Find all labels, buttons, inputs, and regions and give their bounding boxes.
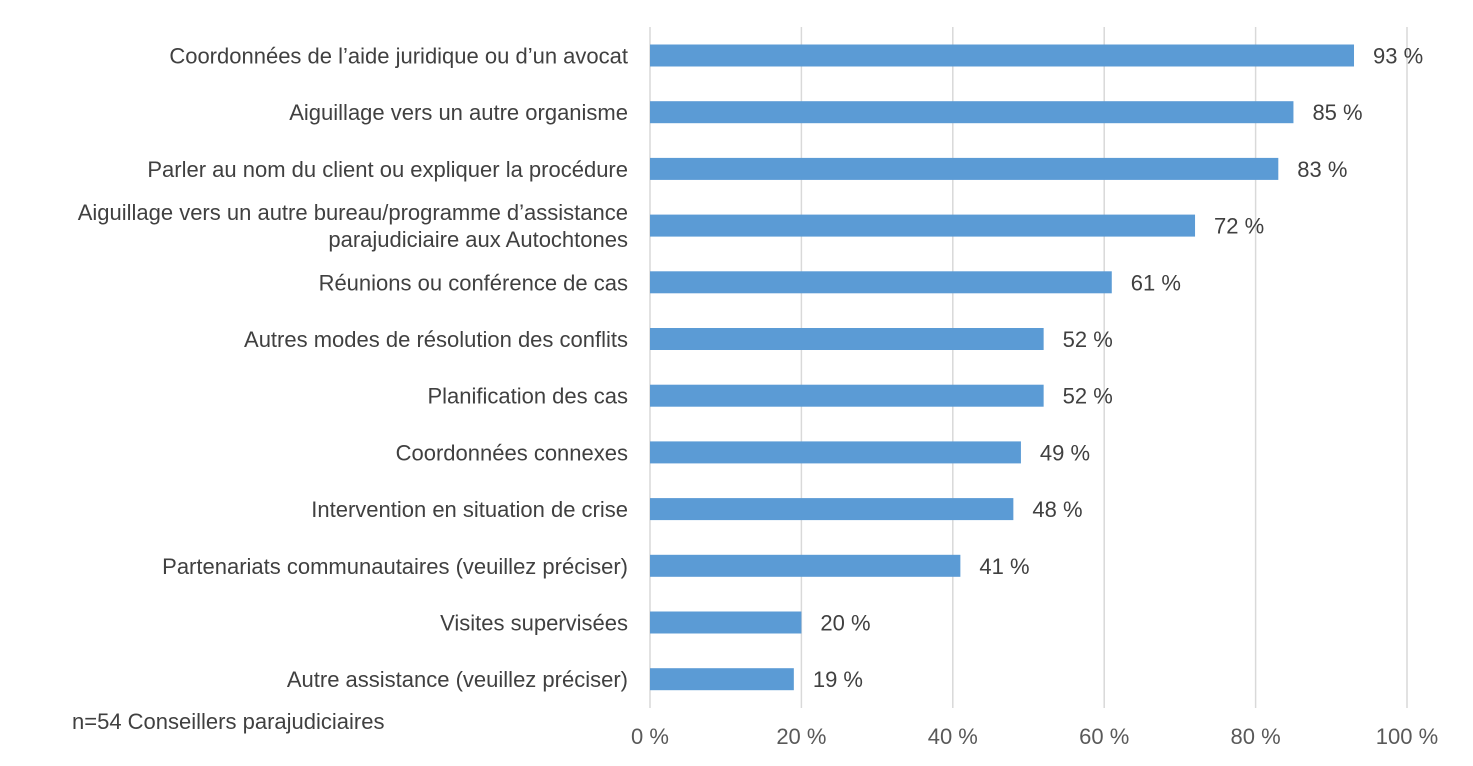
data-label: 83 %: [1297, 157, 1347, 182]
category-label: Visites supervisées: [440, 611, 628, 636]
category-label: Coordonnées connexes: [396, 440, 628, 465]
category-label-line: Parler au nom du client ou expliquer la …: [147, 157, 628, 182]
x-tick-label: 40 %: [928, 724, 978, 749]
bar: [650, 328, 1044, 350]
category-label: Planification des cas: [427, 384, 628, 409]
x-tick-label: 0 %: [631, 724, 669, 749]
data-label: 85 %: [1312, 100, 1362, 125]
category-label: Aiguillage vers un autre organisme: [289, 100, 628, 125]
bar: [650, 384, 1044, 407]
x-tick-labels: 0 % 20 % 40 % 60 % 80 % 100 %: [631, 724, 1438, 749]
data-label: 48 %: [1032, 497, 1082, 522]
category-label-line: Partenariats communautaires (veuillez pr…: [162, 554, 628, 579]
bar: [650, 271, 1112, 294]
value-labels: 93 % 85 % 83 % 72 % 61 % 52 % 52 % 49 % 48 % 41 %…: [813, 44, 1423, 693]
data-label: 93 %: [1373, 44, 1423, 69]
bars: [650, 44, 1355, 691]
category-label-line: Coordonnées connexes: [396, 440, 628, 465]
data-label: 52 %: [1063, 327, 1113, 352]
category-label-line: Coordonnées de l’aide juridique ou d’un …: [169, 44, 628, 69]
data-label: 61 %: [1131, 270, 1181, 295]
bar: [650, 668, 794, 691]
data-label: 41 %: [979, 554, 1029, 579]
data-label: 49 %: [1040, 440, 1090, 465]
category-label: Aiguillage vers un autre bureau/programm…: [78, 200, 628, 252]
bar: [650, 157, 1279, 180]
gridlines: [649, 27, 1408, 708]
bar: [650, 498, 1014, 521]
category-label-line: Intervention en situation de crise: [311, 497, 628, 522]
bar: [650, 101, 1294, 124]
data-label: 20 %: [820, 611, 870, 636]
category-label-line: Planification des cas: [427, 384, 628, 409]
category-labels: Coordonnées de l’aide juridique ou d’un …: [78, 44, 628, 693]
category-label-line: Visites supervisées: [440, 611, 628, 636]
category-label: Autre assistance (veuillez préciser): [287, 667, 628, 692]
category-label-line: Réunions ou conférence de cas: [319, 270, 628, 295]
x-tick-label: 100 %: [1376, 724, 1438, 749]
category-label-line: Aiguillage vers un autre bureau/programm…: [78, 200, 628, 225]
category-label: Autres modes de résolution des conflits: [244, 327, 628, 352]
category-label-line: Aiguillage vers un autre organisme: [289, 100, 628, 125]
sample-size-note: n=54 Conseillers parajudiciaires: [72, 709, 384, 734]
bar: [650, 554, 961, 577]
data-label: 72 %: [1214, 214, 1264, 239]
x-tick-label: 60 %: [1079, 724, 1129, 749]
x-tick-label: 80 %: [1231, 724, 1281, 749]
category-label-line: parajudiciaire aux Autochtones: [328, 227, 628, 252]
category-label: Intervention en situation de crise: [311, 497, 628, 522]
category-label: Coordonnées de l’aide juridique ou d’un …: [169, 44, 628, 69]
category-label: Parler au nom du client ou expliquer la …: [147, 157, 628, 182]
data-label: 52 %: [1063, 384, 1113, 409]
category-label: Partenariats communautaires (veuillez pr…: [162, 554, 628, 579]
category-label: Réunions ou conférence de cas: [319, 270, 628, 295]
x-tick-label: 20 %: [776, 724, 826, 749]
data-label: 19 %: [813, 667, 863, 692]
category-label-line: Autre assistance (veuillez préciser): [287, 667, 628, 692]
category-label-line: Autres modes de résolution des conflits: [244, 327, 628, 352]
bar: [650, 214, 1196, 237]
bar: [650, 611, 802, 634]
bar: [650, 44, 1355, 67]
bar: [650, 441, 1021, 464]
